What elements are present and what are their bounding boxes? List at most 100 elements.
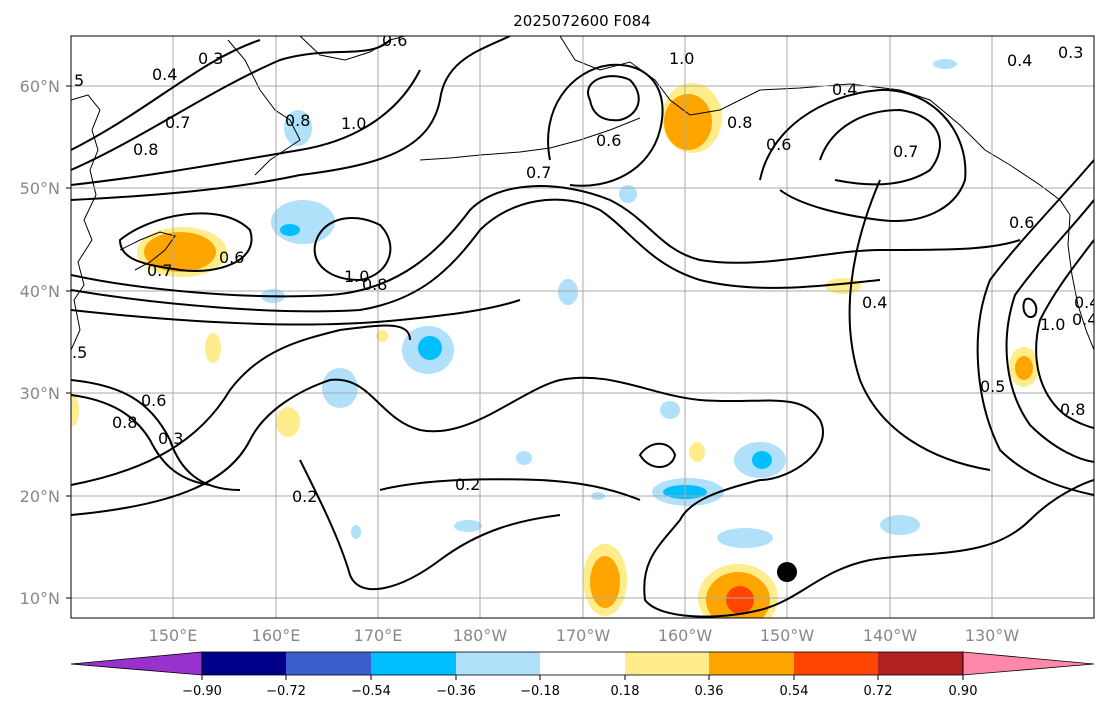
- colorbar-tick: −0.90: [182, 684, 222, 699]
- colorbar-tick: 0.18: [611, 684, 640, 699]
- contour-label: 0.6: [141, 391, 166, 410]
- contour-line: [71, 39, 391, 171]
- contour-label: 0.8: [1060, 400, 1085, 419]
- coastlines: [71, 36, 1094, 351]
- anomaly-negative: [516, 451, 532, 465]
- colorbar-segment: [540, 652, 625, 675]
- contour-line: [118, 212, 253, 272]
- contour-line: [1022, 297, 1038, 319]
- contour-label: 0.7: [147, 261, 172, 280]
- anomaly-negative: [619, 185, 637, 203]
- contour-label: 0.8: [112, 413, 137, 432]
- contours: [71, 36, 1094, 618]
- lon-label: 180°W: [453, 626, 508, 645]
- contour-line: [848, 179, 991, 471]
- colorbar-segment: [371, 652, 456, 675]
- colorbar-extend-high: [962, 651, 1095, 676]
- aleutian-islands: [419, 117, 641, 161]
- coastline-chukotka: [299, 36, 406, 61]
- lat-label: 10°N: [20, 589, 60, 608]
- contour-label: 0.7: [893, 142, 918, 161]
- contour-label: 0.6: [382, 31, 407, 50]
- colorbar-segment: [456, 652, 540, 675]
- contour-line: [71, 69, 421, 186]
- anomaly-negative: [558, 279, 578, 305]
- contour-label: 1.0: [341, 114, 366, 133]
- colorbar-segment: [709, 652, 794, 675]
- anomaly-positive: [825, 278, 861, 294]
- contour-label: 0.4: [1007, 51, 1032, 70]
- colorbar-tick: −0.72: [266, 684, 306, 699]
- contour-label: 0.3: [198, 49, 223, 68]
- contour-label: 0.6: [219, 248, 244, 267]
- contour-label: 1.0: [344, 267, 369, 286]
- anomaly-positive: [276, 407, 300, 437]
- colorbar-tick: −0.18: [520, 684, 560, 699]
- anomaly-positive: [71, 394, 79, 426]
- latitude-labels: 60°N 50°N 40°N 30°N 20°N 10°N: [20, 77, 71, 608]
- coastline-north-america: [1067, 214, 1094, 351]
- anomaly-negative: [271, 200, 335, 244]
- lon-label: 160°E: [252, 626, 301, 645]
- lon-label: 150°W: [760, 626, 815, 645]
- colorbar-extend-low: [70, 651, 203, 676]
- contour-line: [1035, 239, 1094, 429]
- contour-label: .5: [72, 343, 87, 362]
- contour-line: [71, 299, 521, 326]
- contour-line: [759, 88, 967, 222]
- anomaly-negative: [880, 515, 920, 535]
- anomaly-negative: [322, 368, 358, 408]
- contour-label: 0.8: [133, 140, 158, 159]
- contour-label: 0.5: [980, 377, 1005, 396]
- contour-label: 0.7: [526, 163, 551, 182]
- contour-line: [299, 459, 561, 591]
- contour-line: [71, 376, 1094, 618]
- coastline-japan: [119, 231, 176, 271]
- lat-label: 50°N: [20, 179, 60, 198]
- contour-label: 0.6: [766, 135, 791, 154]
- contour-label: 5: [74, 71, 84, 90]
- contour-line: [587, 75, 640, 122]
- colorbar-segment: [202, 652, 286, 675]
- contour-line: [1005, 199, 1094, 463]
- anomaly-negative: [717, 528, 773, 548]
- contour-label: 0.3: [158, 429, 183, 448]
- lat-label: 40°N: [20, 282, 60, 301]
- coastline-asia: [71, 94, 101, 351]
- lon-label: 170°W: [556, 626, 611, 645]
- colorbar: −0.90 −0.72 −0.54 −0.36 −0.18 0.18 0.36 …: [70, 651, 1095, 699]
- contour-line: [547, 63, 664, 187]
- lon-label: 160°W: [658, 626, 713, 645]
- contour-labels: 0.3 0.6 0.4 0.7 0.8 5 0.8 1.0 1.0 0.6 0.…: [72, 31, 1097, 506]
- lon-label: 140°W: [863, 626, 918, 645]
- contour-label: 0.4: [152, 65, 177, 84]
- contour-label: 0.8: [285, 111, 310, 130]
- colorbar-tick: 0.36: [695, 684, 724, 699]
- anomaly-positive: [144, 232, 216, 272]
- anomaly-positive: [376, 330, 388, 342]
- contour-label: 0.4: [832, 80, 857, 99]
- anomaly-positive: [664, 94, 712, 150]
- graticule: [71, 36, 1094, 618]
- contour-label: 0.8: [362, 275, 387, 294]
- coastline-kamchatka: [227, 39, 301, 176]
- contour-label: 0.2: [292, 487, 317, 506]
- contour-line: [71, 394, 211, 486]
- anomaly-negative: [418, 336, 442, 360]
- contour-line: [71, 185, 1021, 298]
- contour-line: [819, 108, 941, 186]
- contour-label: 0.4: [862, 293, 887, 312]
- colorbar-segment: [878, 652, 963, 675]
- lat-label: 30°N: [20, 384, 60, 403]
- anomaly-negative: [284, 110, 312, 146]
- contour-label: 0.8: [727, 113, 752, 132]
- contour-line: [313, 216, 392, 282]
- contour-label: 0.2: [455, 475, 480, 494]
- lon-label: 170°E: [354, 626, 403, 645]
- location-marker: [777, 562, 797, 582]
- contour-label: 0.4: [1072, 310, 1097, 329]
- lon-label: 150°E: [149, 626, 198, 645]
- anomaly-positive: [689, 442, 705, 462]
- anomaly-negative: [933, 59, 957, 69]
